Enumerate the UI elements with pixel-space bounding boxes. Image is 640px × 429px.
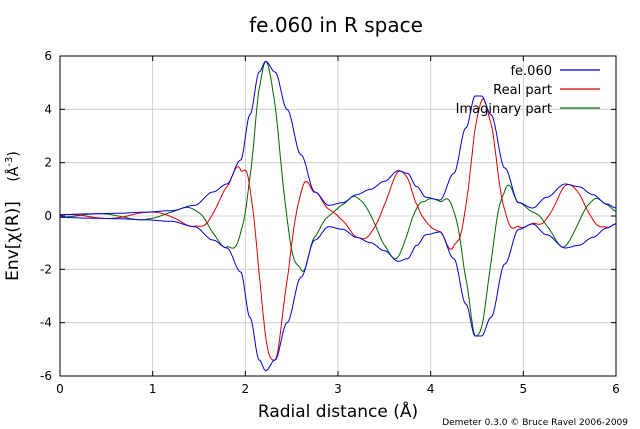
credit-text: Demeter 0.3.0 © Bruce Ravel 2006-2009 <box>442 418 628 428</box>
legend-label: fe.060 <box>510 64 552 79</box>
y-axis-label-unit-sup: -3 <box>4 157 15 167</box>
y-tick-label: 4 <box>44 102 52 116</box>
legend-label: Imaginary part <box>456 102 552 117</box>
x-axis-label: Radial distance (Å) <box>258 400 418 422</box>
x-tick-label: 6 <box>612 382 620 396</box>
y-axis-label: Env[χ(R)] (Å-3) <box>3 151 23 281</box>
series-line-imaginary-part <box>60 60 617 337</box>
legend: fe.060 Real part Imaginary part <box>456 64 600 117</box>
x-tick-label: 0 <box>56 382 64 396</box>
series-line-envelope-lower <box>60 216 617 372</box>
x-tick-label: 5 <box>520 382 528 396</box>
x-tick-label: 2 <box>242 382 250 396</box>
series <box>60 60 617 372</box>
x-tick-label: 1 <box>149 382 157 396</box>
x-tick-label: 4 <box>427 382 435 396</box>
legend-label: Real part <box>493 83 552 98</box>
series-line-envelope-upper <box>60 60 617 216</box>
y-tick-label: -2 <box>40 262 52 276</box>
y-tick-label: -4 <box>40 316 52 330</box>
y-tick-label: -6 <box>40 369 52 383</box>
y-tick-label: 2 <box>44 156 52 170</box>
svg-text:Env[χ(R)] (Å-3): Env[χ(R)] (Å-3) <box>3 151 23 281</box>
ticks: 0 1 2 3 4 5 6 -6 -4 -2 0 2 4 6 <box>40 49 620 396</box>
x-tick-label: 3 <box>334 382 342 396</box>
chart-title: fe.060 in R space <box>249 13 423 37</box>
y-axis-label-main: Env[χ(R)] <box>3 201 23 281</box>
y-tick-label: 0 <box>44 209 52 223</box>
y-axis-label-unit-close: ) <box>6 151 22 156</box>
y-tick-label: 6 <box>44 49 52 63</box>
y-axis-label-unit: (Å <box>5 166 22 181</box>
